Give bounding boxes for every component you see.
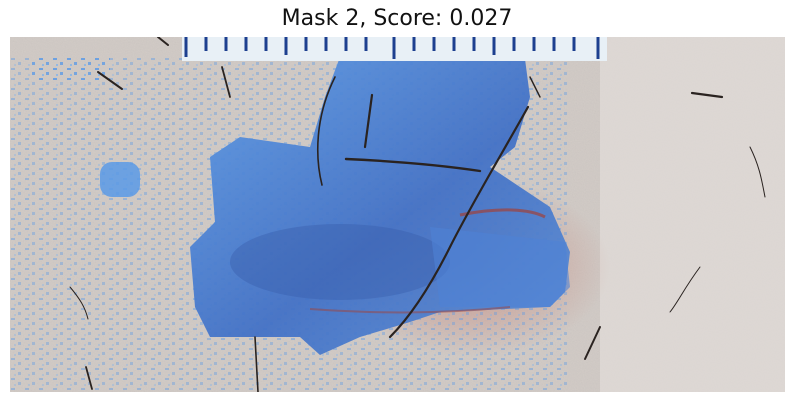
ruler xyxy=(182,37,607,61)
hairs xyxy=(69,37,766,392)
figure-title: Mask 2, Score: 0.027 xyxy=(281,6,513,31)
segmentation-image xyxy=(10,37,785,392)
image-canvas xyxy=(10,37,785,392)
